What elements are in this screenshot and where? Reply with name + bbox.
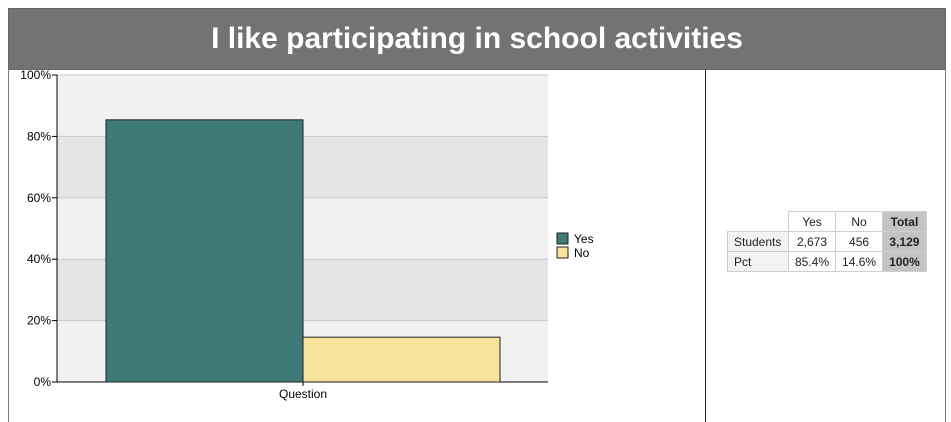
y-tick-label: 80%	[27, 129, 51, 143]
y-tick-label: 40%	[27, 252, 51, 266]
bar-no	[302, 336, 501, 383]
y-tick-label: 20%	[27, 314, 51, 328]
table-header-row: Yes No Total	[728, 211, 927, 232]
y-tick-label: 0%	[34, 375, 52, 389]
legend-label-no: No	[574, 246, 590, 260]
cell-pct-yes: 85.4%	[787, 251, 837, 272]
legend-swatch-yes	[556, 232, 569, 245]
y-tick-label: 60%	[27, 191, 51, 205]
table-corner	[728, 212, 789, 232]
legend-swatch-no	[556, 246, 569, 259]
title-bar: I like participating in school activitie…	[8, 8, 946, 70]
y-tick-label: 100%	[20, 68, 51, 82]
cell-pct-no: 14.6%	[835, 251, 884, 272]
x-tick-label: Question	[279, 387, 327, 401]
row-label-students: Students	[727, 231, 789, 252]
cell-students-no: 456	[835, 231, 884, 252]
table-row: Students 2,673 456 3,129	[727, 231, 927, 252]
cell-students-yes: 2,673	[787, 231, 837, 252]
panel-frame	[8, 8, 946, 422]
col-header-yes: Yes	[787, 211, 837, 232]
legend-label-yes: Yes	[574, 232, 594, 246]
cell-students-total: 3,129	[882, 231, 927, 252]
summary-table: Yes No Total Students 2,673 456 3,129 Pc…	[727, 211, 927, 272]
panel-divider	[705, 70, 706, 422]
col-header-total: Total	[882, 211, 927, 232]
col-header-no: No	[835, 211, 884, 232]
cell-pct-total: 100%	[882, 251, 927, 272]
table-row: Pct 85.4% 14.6% 100%	[727, 251, 927, 272]
chart-title: I like participating in school activitie…	[211, 22, 743, 55]
bar-yes	[105, 119, 304, 383]
row-label-pct: Pct	[727, 251, 789, 272]
